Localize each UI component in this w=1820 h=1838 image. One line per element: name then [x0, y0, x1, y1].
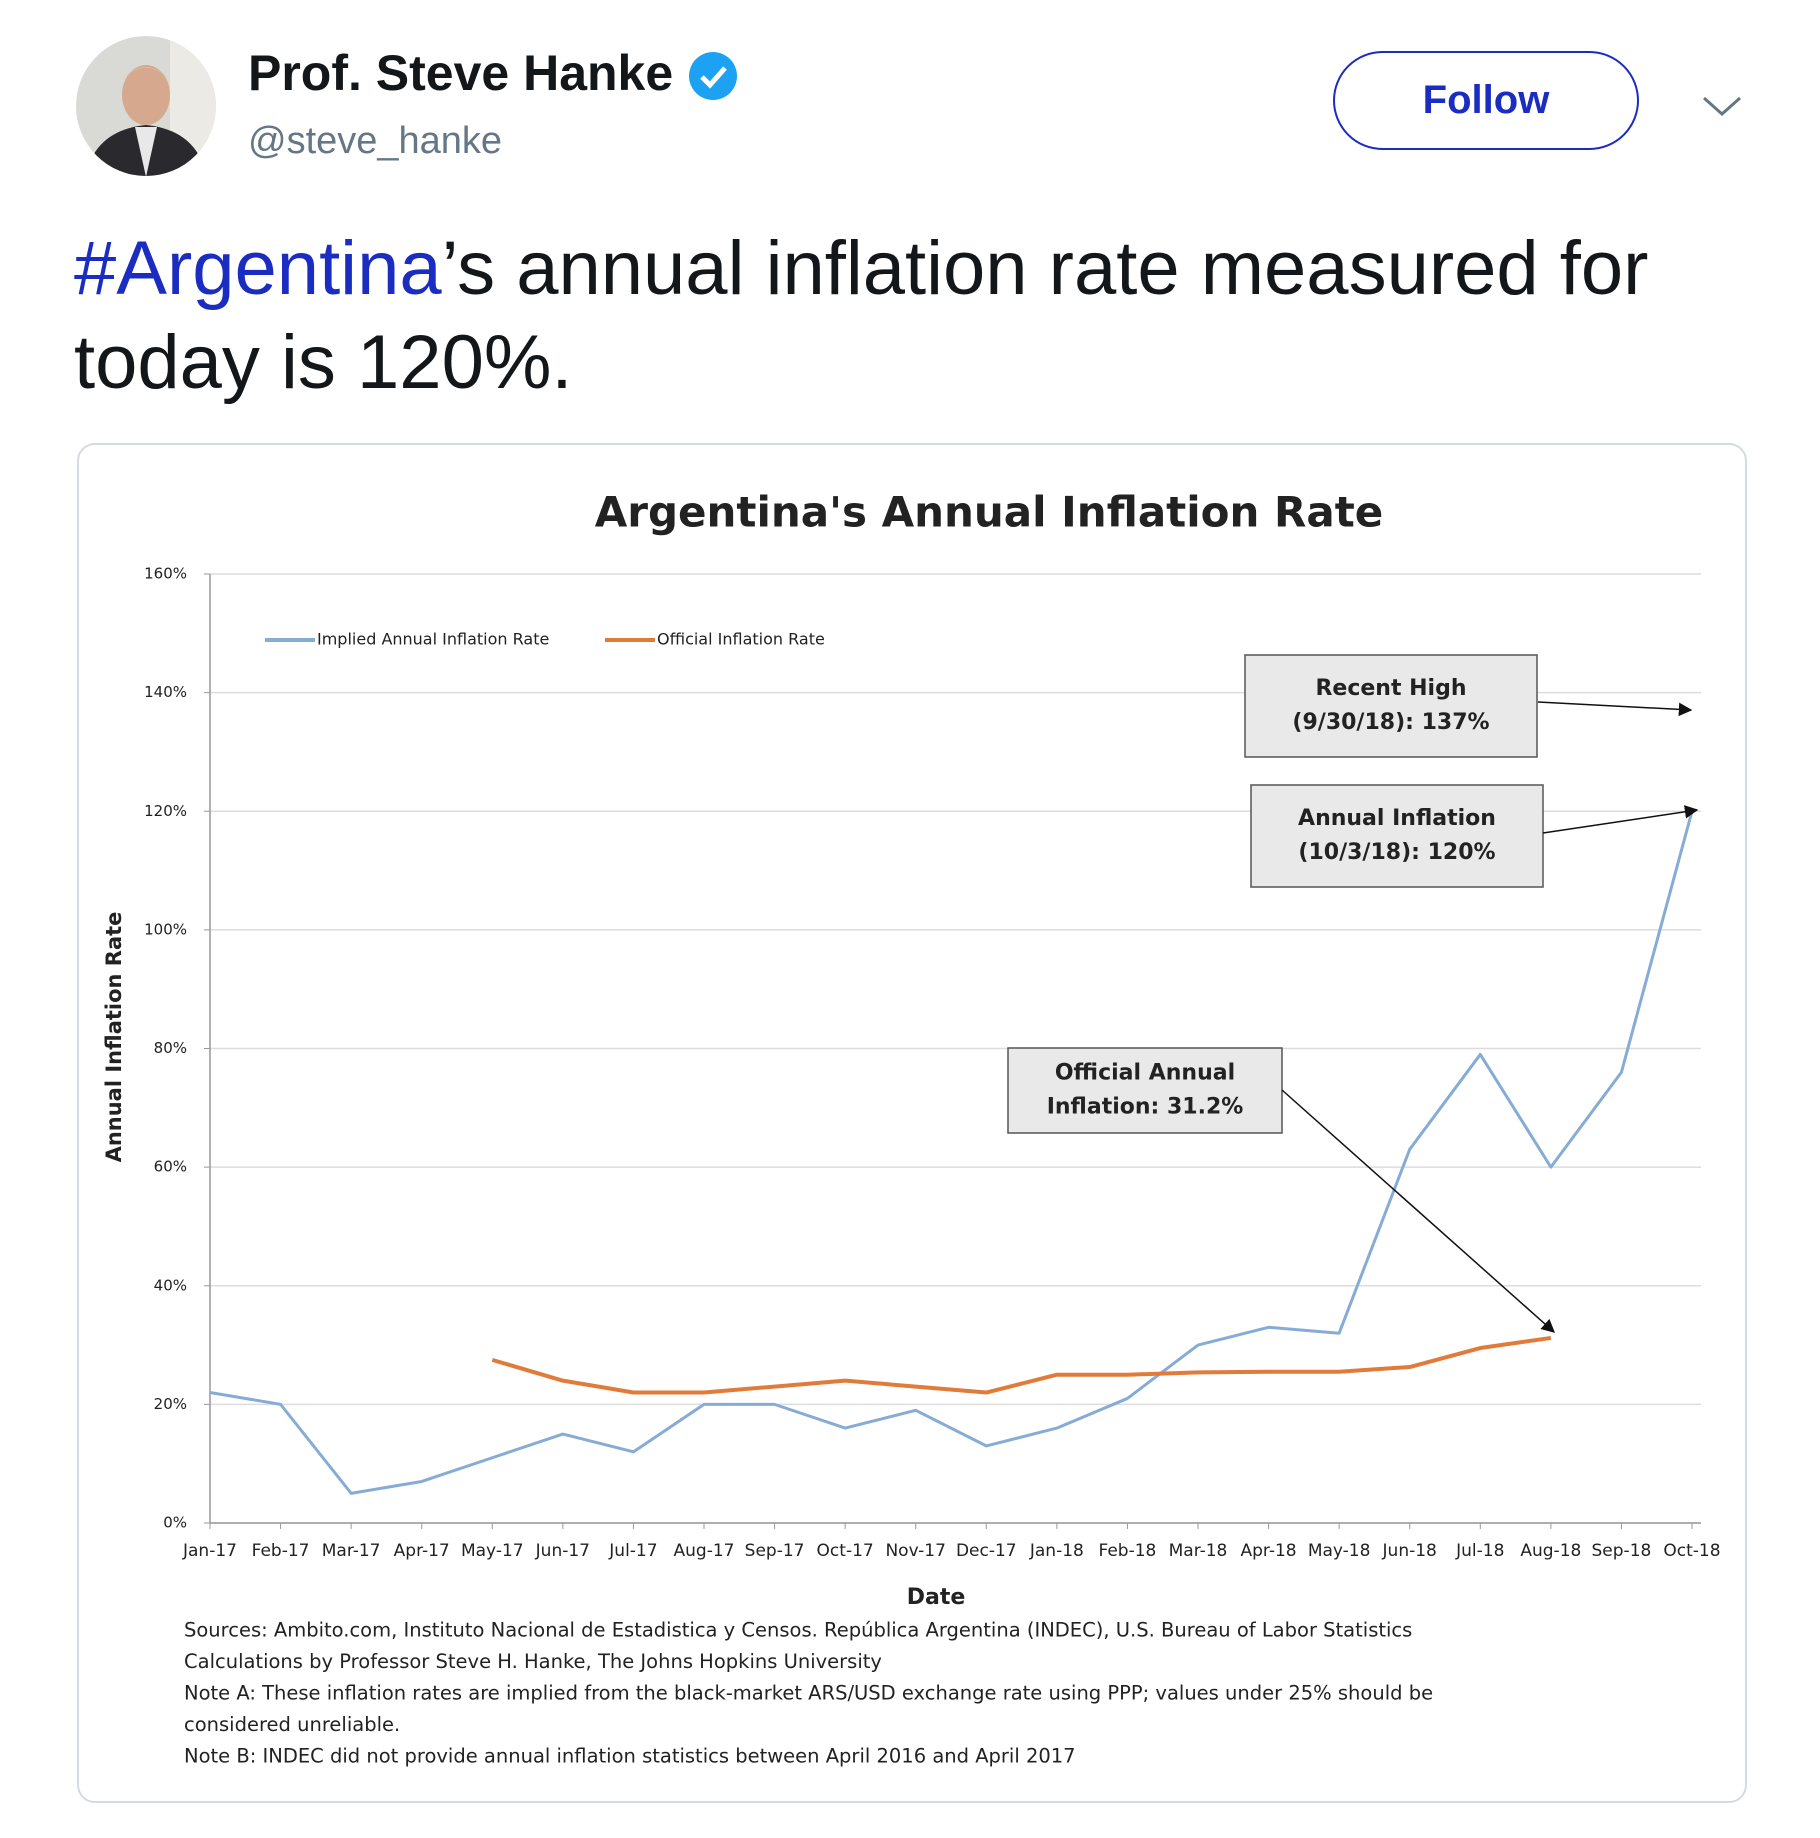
source-note: Note A: These inflation rates are implie… — [184, 1682, 1433, 1705]
series-line — [491, 1335, 1552, 1395]
x-tick-label: Sep-18 — [1592, 1541, 1652, 1561]
tweet-body: ’s annual inflation rate measured for to… — [74, 226, 1649, 405]
x-tick-label: Oct-18 — [1663, 1541, 1720, 1561]
annotation-text: Official Annual — [1055, 1061, 1235, 1086]
x-tick-label: May-17 — [461, 1541, 524, 1561]
y-tick-label: 100% — [144, 920, 187, 938]
x-tick-label: Nov-17 — [885, 1541, 946, 1561]
annotation-arrow — [1281, 1089, 1556, 1333]
x-tick-label: Apr-17 — [394, 1541, 450, 1561]
annotation-text: (9/30/18): 137% — [1292, 710, 1489, 735]
annotation-arrow — [1537, 701, 1693, 717]
user-name[interactable]: Prof. Steve Hanke — [248, 45, 674, 101]
annotation-text: Inflation: 31.2% — [1047, 1095, 1244, 1120]
x-tick-label: Aug-17 — [674, 1541, 735, 1561]
legend-label: Official Inflation Rate — [657, 630, 825, 649]
annotation-box — [1007, 1047, 1283, 1134]
x-tick-label: Apr-18 — [1241, 1541, 1297, 1561]
source-note: considered unreliable. — [184, 1713, 400, 1736]
x-tick-label: Jun-17 — [535, 1541, 590, 1561]
menu-chevron[interactable] — [1700, 92, 1744, 120]
y-tick-label: 20% — [154, 1395, 187, 1413]
legend-label: Implied Annual Inflation Rate — [317, 630, 549, 649]
x-tick-label: Jul-18 — [1455, 1541, 1504, 1561]
annotation-text: Annual Inflation — [1298, 806, 1496, 831]
follow-button[interactable]: Follow — [1333, 51, 1639, 150]
y-tick-label: 0% — [163, 1514, 187, 1532]
y-tick-label: 140% — [144, 683, 187, 701]
annotation-text: Recent High — [1315, 676, 1466, 701]
chart-title: Argentina's Annual Inflation Rate — [595, 488, 1384, 537]
y-tick-label: 160% — [144, 565, 187, 583]
x-tick-label: Oct-17 — [817, 1541, 874, 1561]
annotation-box — [1244, 654, 1538, 758]
y-tick-label: 60% — [154, 1158, 187, 1176]
x-tick-label: Feb-18 — [1098, 1541, 1156, 1561]
y-tick-label: 40% — [154, 1276, 187, 1294]
source-note: Calculations by Professor Steve H. Hanke… — [184, 1650, 882, 1673]
x-tick-label: Jan-18 — [1029, 1541, 1084, 1561]
x-tick-label: Aug-18 — [1520, 1541, 1581, 1561]
x-tick-label: Jun-18 — [1382, 1541, 1437, 1561]
series-line — [209, 810, 1694, 1495]
x-tick-label: Sep-17 — [745, 1541, 805, 1561]
x-tick-label: Jan-17 — [182, 1541, 237, 1561]
tweet-text: #Argentina’s annual inflation rate measu… — [74, 222, 1774, 410]
verified-badge — [689, 52, 738, 100]
x-tick-label: Mar-18 — [1169, 1541, 1228, 1561]
user-handle[interactable]: @steve_hanke — [248, 120, 503, 162]
x-tick-label: Dec-17 — [956, 1541, 1017, 1561]
y-tick-label: 80% — [154, 1039, 187, 1057]
avatar[interactable] — [75, 35, 217, 177]
hashtag[interactable]: #Argentina — [74, 226, 442, 311]
annotation-arrow — [1542, 805, 1699, 834]
source-note: Sources: Ambito.com, Instituto Nacional … — [184, 1619, 1412, 1642]
annotation-box — [1250, 784, 1544, 888]
y-tick-label: 120% — [144, 802, 187, 820]
y-axis-label: Annual Inflation Rate — [102, 912, 126, 1163]
chart-card[interactable]: Argentina's Annual Inflation Rate 0% 20% 40… — [77, 443, 1747, 1803]
x-tick-label: Jul-17 — [608, 1541, 657, 1561]
x-axis-label: Date — [907, 1585, 966, 1610]
source-note: Note B: INDEC did not provide annual inf… — [184, 1745, 1076, 1768]
chart: Argentina's Annual Inflation Rate 0% 20% 40… — [102, 488, 1721, 1768]
x-tick-label: Feb-17 — [252, 1541, 310, 1561]
annotation-text: (10/3/18): 120% — [1298, 840, 1495, 865]
x-tick-label: Mar-17 — [322, 1541, 381, 1561]
x-tick-label: May-18 — [1308, 1541, 1371, 1561]
